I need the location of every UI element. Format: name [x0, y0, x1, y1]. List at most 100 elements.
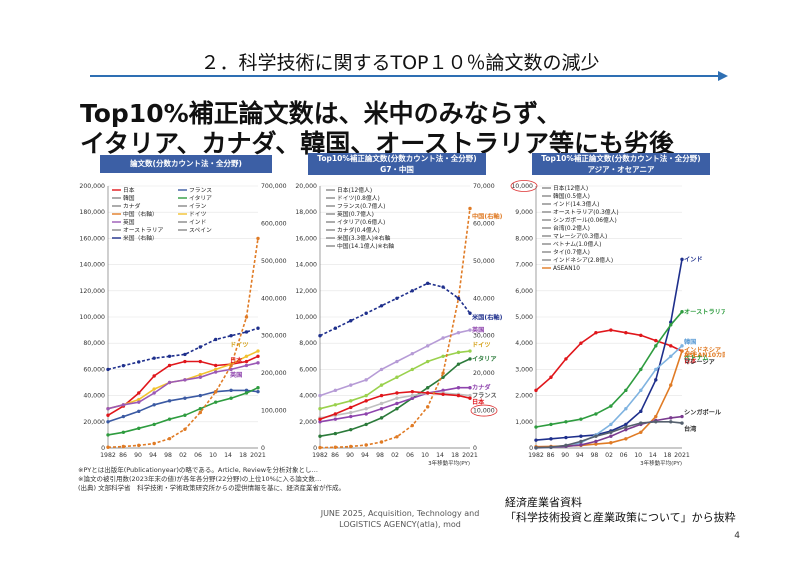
legend-label: 台湾(0.2億人): [553, 224, 590, 232]
data-point: [654, 420, 658, 424]
data-point: [609, 441, 613, 445]
y-tick-label: 5,000: [515, 314, 533, 321]
data-point: [468, 357, 472, 361]
series-line: [107, 386, 259, 436]
x-tick-label: 90: [561, 452, 569, 459]
data-point: [333, 412, 338, 416]
legend-label: 韓国(0.5億人): [553, 192, 590, 200]
data-point: [152, 374, 156, 378]
data-point: [256, 361, 260, 365]
data-point: [229, 334, 233, 338]
end-label: 日本: [472, 398, 485, 406]
data-point: [333, 403, 338, 407]
data-point: [318, 445, 322, 450]
data-point: [579, 341, 583, 345]
data-point: [534, 446, 538, 450]
y-tick-label: 60,000: [83, 366, 105, 373]
x-tick-label: 86: [119, 452, 127, 459]
data-point: [669, 354, 673, 358]
data-point: [441, 285, 445, 289]
data-point: [364, 422, 368, 427]
data-point: [410, 423, 415, 428]
series-line: [319, 350, 471, 410]
end-label: シンガポール: [684, 409, 722, 417]
end-label: インド: [684, 256, 703, 263]
y2-tick-label: 60,000: [473, 220, 495, 227]
legend-label: 中国(14.1億人)※右軸: [337, 242, 394, 250]
data-point: [395, 391, 399, 395]
data-point: [609, 328, 613, 332]
data-point: [564, 357, 568, 361]
data-point: [441, 388, 445, 393]
data-point: [639, 409, 643, 414]
chart-top10-g7-china: 0 2,000 4,000 6,000 8,000 10,000 12,000 14,000 1…: [295, 183, 502, 466]
data-point: [395, 396, 399, 400]
data-point: [410, 396, 415, 400]
x-tick-label: 1982: [312, 452, 328, 459]
data-point: [410, 389, 415, 394]
data-point: [244, 363, 249, 368]
x-tick-label: 1982: [528, 452, 544, 459]
data-point: [183, 378, 187, 382]
y2-tick-label: 700,000: [261, 183, 287, 190]
y-tick-label: 8,000: [515, 235, 533, 242]
data-point: [410, 351, 415, 356]
data-point: [213, 390, 218, 394]
data-point: [349, 319, 353, 323]
footnote-2: ※論文の被引用数(2023年末の値)が各年各分野(22分野)の上位10%に入る論…: [78, 475, 322, 483]
y2-tick-label: 70,000: [473, 183, 495, 190]
y-tick-label: 6,000: [299, 366, 317, 373]
y-tick-label: 0: [101, 445, 105, 452]
data-point: [654, 378, 658, 382]
data-point: [395, 296, 399, 300]
data-point: [318, 420, 322, 424]
data-point: [639, 421, 643, 425]
data-point: [213, 363, 218, 368]
data-point: [198, 393, 203, 398]
y-tick-label: 0: [529, 445, 533, 452]
legend-label: ベトナム(1.0億人): [553, 240, 601, 248]
end-label: インドネシア: [684, 346, 721, 354]
end-label: ベトナム: [684, 355, 709, 362]
title-underline-arrow: [90, 71, 728, 81]
legend-label: ドイツ: [189, 212, 207, 218]
y-tick-label: 8,000: [299, 340, 317, 347]
data-point: [106, 367, 110, 372]
data-point: [152, 441, 156, 446]
data-point: [349, 444, 353, 449]
data-point: [549, 375, 553, 379]
data-point: [468, 349, 472, 353]
data-point: [468, 206, 472, 211]
y2-tick-label: 100,000: [261, 408, 287, 415]
y-tick-label: 4,000: [299, 393, 317, 400]
highlight-circle: [510, 180, 538, 192]
legend-label: 米国（右軸）: [123, 234, 158, 242]
data-point: [425, 281, 430, 286]
legend-label: 日本(12億人): [337, 186, 372, 194]
data-point: [410, 367, 415, 372]
x-tick-label: 18: [663, 452, 671, 459]
x-tick-label: 2021: [462, 452, 478, 459]
data-point: [549, 445, 553, 449]
data-point: [639, 430, 643, 434]
headline-line-1: Top10%補正論文数は、米中のみならず、: [80, 99, 562, 128]
data-point: [680, 310, 684, 314]
chart3-banner: Top10%補正論文数(分数カウント法・全分野) アジア・オセアニア: [532, 153, 710, 175]
legend-label: イタリア(0.6億人): [337, 218, 385, 226]
data-point: [244, 359, 249, 364]
y-tick-label: 160,000: [79, 235, 105, 242]
data-point: [534, 425, 538, 429]
data-point: [349, 383, 353, 387]
legend-label: 韓国: [123, 194, 135, 202]
y-tick-label: 16,000: [295, 235, 317, 242]
legend-label: 英国(0.7億人): [337, 210, 374, 218]
data-point: [213, 337, 218, 342]
data-point: [594, 331, 598, 335]
y-tick-label: 0: [313, 445, 317, 452]
data-point: [624, 427, 628, 432]
y-tick-label: 18,000: [295, 209, 317, 216]
data-point: [152, 391, 156, 395]
slide-title: ２．科学技術に関するTOP１０％論文数の減少: [200, 52, 600, 74]
data-point: [680, 349, 684, 353]
data-point: [669, 383, 673, 387]
